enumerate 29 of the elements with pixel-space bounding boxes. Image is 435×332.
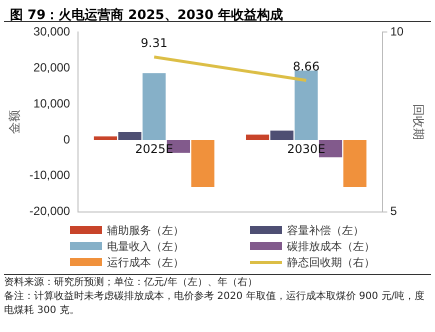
bar	[270, 130, 294, 140]
legend-label: 碳排放成本（左）	[287, 238, 375, 254]
y-tick-label: -20,000	[29, 204, 70, 218]
y2-tick-label: 10	[390, 24, 404, 39]
legend-label: 运行成本（左）	[107, 254, 184, 270]
y2-axis-title: 回收期	[411, 104, 426, 140]
bar	[118, 132, 142, 140]
bar	[94, 136, 118, 140]
bar	[246, 134, 270, 140]
data-label: 8.66	[292, 59, 320, 74]
legend-label: 辅助服务（左）	[107, 222, 184, 238]
y-tick-label: -10,000	[29, 168, 70, 182]
legend-label: 静态回收期（右）	[287, 254, 375, 270]
chart-title: 图 79：火电运营商 2025、2030 年收益构成	[4, 0, 431, 23]
text: 备注：计算收益时未考虑碳排放成本，电价参考 2020 年取值，运行成本取煤价 900 元/吨，度电煤耗 300 克。	[4, 290, 426, 318]
bar	[191, 140, 214, 188]
text: 资料来源：研究所预测；单位：亿元/年（左）、年（右）	[4, 276, 258, 290]
y-tick-label: 10,000	[33, 96, 70, 110]
data-label: 9.31	[140, 36, 168, 50]
bar	[142, 73, 166, 140]
legend-label: 容量补偿（左）	[287, 222, 364, 238]
y-tick-label: 30,000	[33, 24, 70, 39]
y-tick-label: 20,000	[33, 60, 70, 74]
bar	[294, 70, 318, 140]
y-tick-label: 0	[63, 132, 70, 146]
legend-label: 电量收入（左）	[107, 238, 184, 254]
y-axis-title: 金额	[8, 110, 22, 134]
bar	[343, 140, 366, 188]
y2-tick-label: 5	[390, 204, 398, 218]
